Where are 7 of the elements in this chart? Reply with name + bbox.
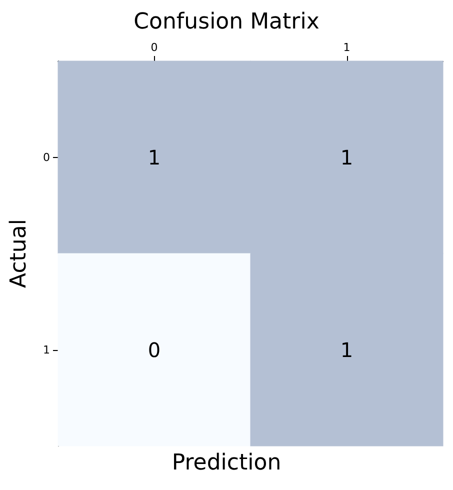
x-axis-title: Prediction — [172, 450, 282, 476]
data-label: 1 — [340, 145, 354, 170]
y-axis-title: Actual — [6, 219, 32, 288]
data-label: 0 — [148, 338, 161, 362]
chart-title: Confusion Matrix — [134, 10, 320, 34]
data-label: 1 — [148, 145, 161, 170]
data-label: 1 — [340, 338, 354, 362]
